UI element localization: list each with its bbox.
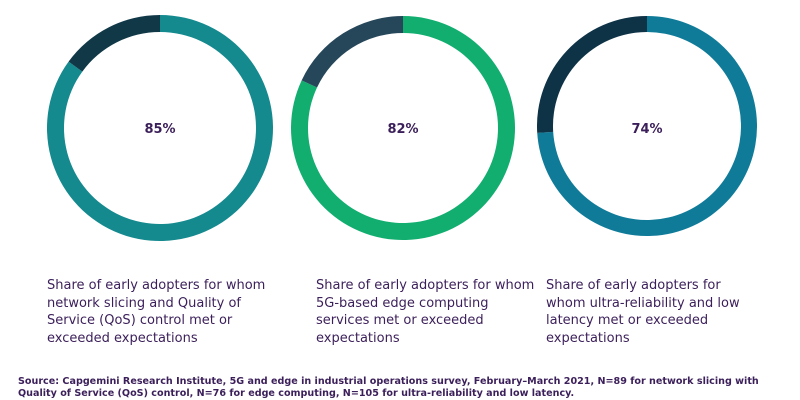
caption-line: expectations (316, 330, 400, 346)
percentage-label: 74% (631, 122, 662, 137)
caption-edge-computing: Share of early adopters for whom 5G-base… (316, 277, 541, 347)
caption-line: services met or exceeded (316, 313, 484, 328)
caption-network-slicing: Share of early adopters for whom network… (47, 277, 277, 347)
donut-slice-remainder (537, 16, 647, 133)
source-line: Quality of Service (QoS) control, N=76 f… (18, 388, 575, 399)
donut-slice-remainder (68, 15, 160, 72)
source-line: Source: Capgemini Research Institute, 5G… (18, 376, 759, 387)
donut-slice-remainder (301, 16, 403, 88)
donut-chart-network-slicing: 85% (47, 15, 273, 241)
donut-chart-ultra-reliability: 74% (537, 16, 757, 237)
caption-line: Service (QoS) control met or (47, 313, 233, 328)
caption-line: Share of early adopters for whom (47, 278, 266, 293)
caption-line: whom ultra-reliability and low (546, 295, 740, 311)
caption-line: 5G-based edge computing (316, 295, 489, 311)
source-note: Source: Capgemini Research Institute, 5G… (18, 376, 788, 400)
caption-line: latency met or exceeded (546, 313, 709, 328)
caption-line: expectations (546, 330, 630, 346)
caption-line: Share of early adopters for (546, 278, 721, 293)
percentage-label: 85% (144, 122, 175, 137)
percentage-label: 82% (387, 122, 418, 137)
caption-line: network slicing and Quality of (47, 295, 242, 311)
caption-line: exceeded expectations (47, 330, 198, 346)
caption-line: Share of early adopters for whom (316, 278, 535, 293)
caption-ultra-reliability: Share of early adopters for whom ultra-r… (546, 277, 771, 347)
donut-chart-edge-computing: 82% (291, 16, 515, 240)
